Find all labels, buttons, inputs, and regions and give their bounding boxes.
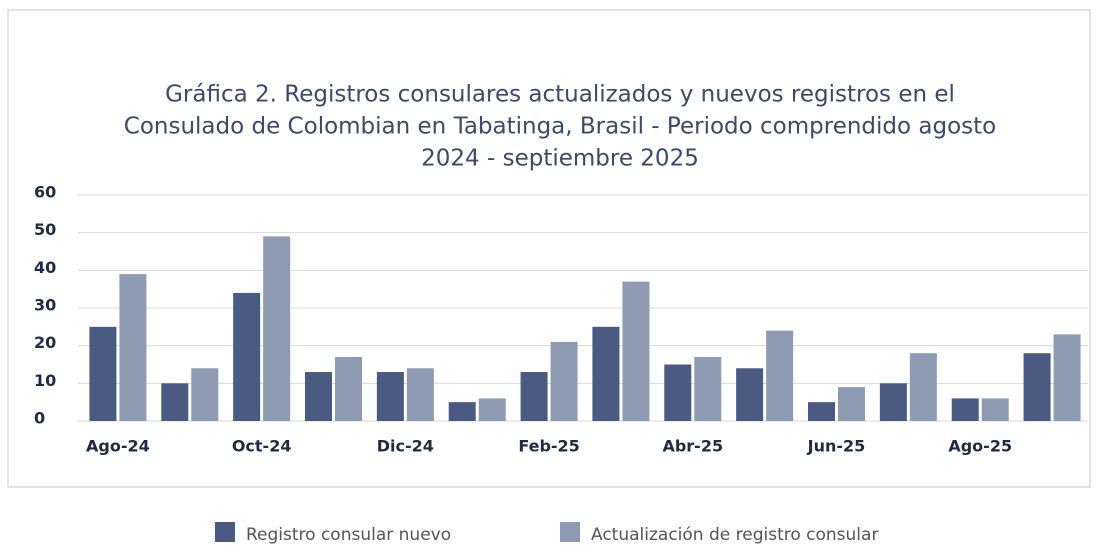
bar [808,402,835,421]
bar [376,372,404,421]
y-tick-label: 0 [34,409,45,428]
bar [305,372,332,421]
chart-frame [7,9,1091,488]
x-tick-label: Ago-24 [86,437,150,456]
bar [981,398,1009,421]
y-tick-label: 60 [34,183,56,202]
bar [119,274,147,421]
bar [478,398,506,421]
legend-swatch [560,522,580,542]
x-tick-label: Ago-25 [948,437,1012,456]
bar [664,364,692,421]
bar [233,292,261,421]
chart-title: Gráfica 2. Registros consulares actualiz… [165,82,955,108]
bar [951,398,979,421]
bar [1023,353,1051,421]
bar [448,402,476,421]
bar [879,383,907,421]
legend-label: Actualización de registro consular [591,525,878,545]
bar [909,353,937,421]
bar [191,368,219,421]
y-tick-label: 50 [34,220,56,239]
bar [838,387,865,421]
chart-title: Consulado de Colombian en Tabatinga, Bra… [124,114,996,140]
bar [263,236,291,421]
bar [161,383,189,421]
legend-swatch [215,522,235,542]
y-tick-label: 10 [34,371,56,390]
bar [520,372,548,421]
x-tick-label: Jun-25 [807,437,866,456]
x-tick-label: Abr-25 [662,437,723,456]
legend-label: Registro consular nuevo [246,525,451,545]
bar [1053,334,1081,421]
x-tick-label: Feb-25 [518,437,580,456]
bar [335,356,362,421]
bar [694,356,722,421]
bar [592,326,620,421]
y-tick-label: 30 [34,296,56,315]
bar [766,330,794,421]
y-tick-label: 40 [34,258,56,277]
x-tick-label: Dic-24 [377,437,434,456]
bar [622,281,650,421]
bar [736,368,764,421]
chart-title: 2024 - septiembre 2025 [421,146,699,172]
bar [550,341,578,421]
bar [406,368,434,421]
x-tick-label: Oct-24 [232,437,292,456]
bar [89,326,117,421]
y-tick-label: 20 [34,333,56,352]
